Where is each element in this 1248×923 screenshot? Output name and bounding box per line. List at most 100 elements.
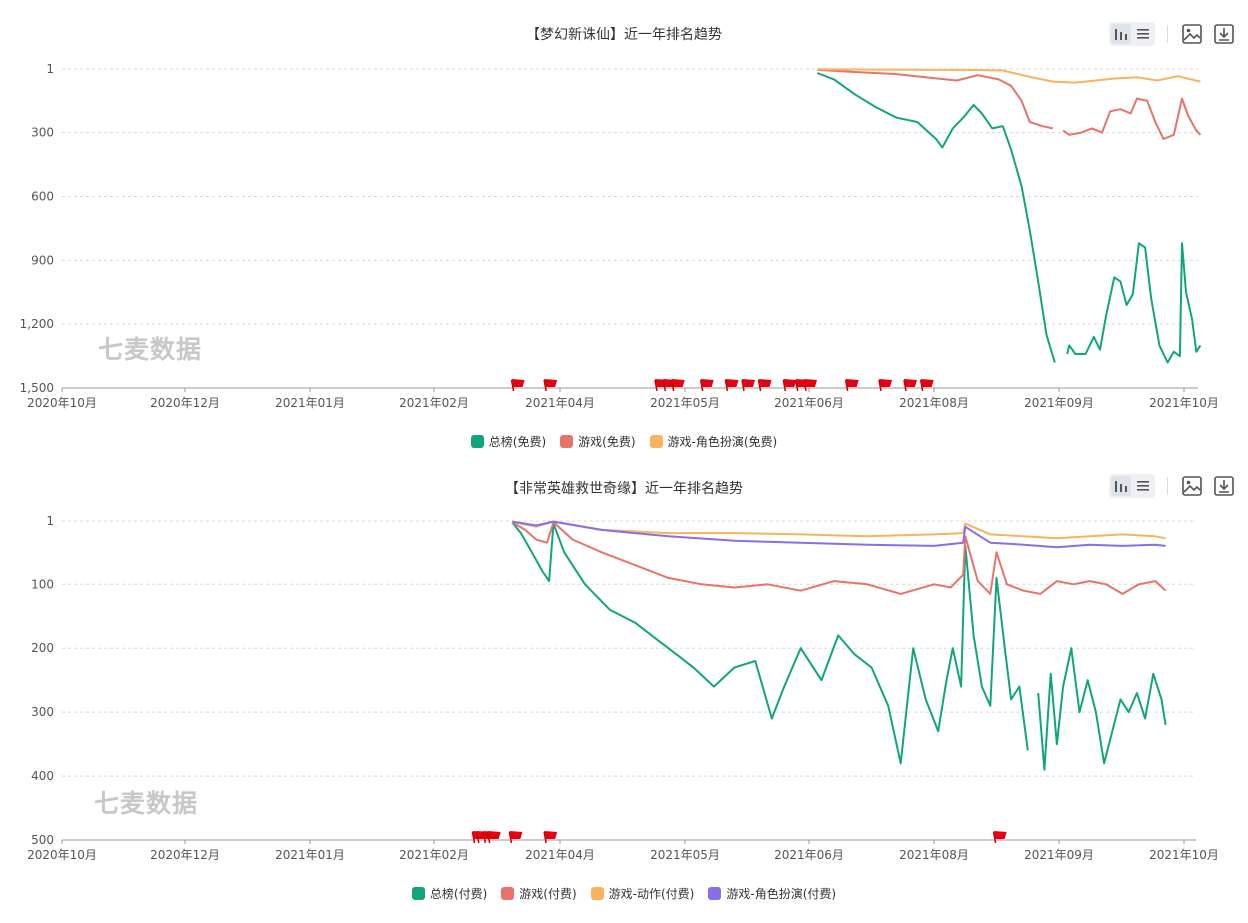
x-tick-label: 2021年08月: [899, 848, 969, 862]
list-icon[interactable]: [1133, 24, 1153, 44]
series-line-2[interactable]: [817, 68, 1201, 84]
legend-swatch: [470, 435, 484, 448]
event-flag-icon[interactable]: [803, 379, 817, 392]
image-icon[interactable]: [1180, 22, 1204, 46]
event-flag-icon[interactable]: [543, 379, 558, 392]
y-tick-label: 300: [31, 705, 54, 719]
y-tick-label: 500: [31, 833, 54, 847]
download-icon[interactable]: [1212, 474, 1236, 498]
x-tick-label: 2021年10月: [1149, 396, 1219, 410]
y-tick-label: 1,200: [20, 317, 54, 331]
series-line-3[interactable]: [512, 520, 1166, 549]
legend-item[interactable]: 总榜(付费): [411, 885, 488, 902]
x-tick-label: 2021年09月: [1024, 396, 1094, 410]
chart-toolbar: [1109, 22, 1236, 46]
legend-item[interactable]: 总榜(免费): [470, 433, 547, 450]
series-line-1[interactable]: [817, 68, 1202, 140]
series-line-0[interactable]: [816, 72, 1202, 364]
x-tick-label: 2021年09月: [1024, 848, 1094, 862]
event-flag-icon[interactable]: [543, 831, 558, 844]
chart-legend: 总榜(付费) 游戏(付费) 游戏-动作(付费) 游戏-角色扮演(付费): [0, 885, 1248, 902]
event-flag-icon[interactable]: [903, 379, 917, 392]
legend-label: 总榜(免费): [488, 435, 547, 449]
event-flag-icon[interactable]: [844, 379, 859, 392]
x-tick-label: 2021年04月: [525, 848, 595, 862]
event-flag-icon[interactable]: [670, 379, 685, 392]
x-tick-label: 2021年05月: [650, 848, 720, 862]
x-tick-label: 2021年06月: [774, 396, 844, 410]
chart-title: 【非常英雄救世奇缘】近一年排名趋势: [505, 481, 743, 497]
legend-swatch: [501, 887, 515, 900]
event-flag-icon[interactable]: [486, 831, 501, 844]
legend-label: 游戏(免费): [578, 435, 636, 449]
y-tick-label: 400: [31, 769, 54, 783]
y-tick-label: 100: [31, 577, 54, 591]
event-flag-icon[interactable]: [782, 379, 797, 392]
bar-chart-icon[interactable]: [1111, 24, 1131, 44]
y-tick-label: 1,500: [20, 381, 54, 395]
event-flag-icon[interactable]: [724, 379, 739, 392]
x-tick-label: 2021年06月: [774, 848, 844, 862]
event-flag-icon[interactable]: [510, 379, 525, 392]
chart-panel-1: 【梦幻新诛仙】近一年排名趋势 1 300 600 900 1,200 1,500 2020年…: [0, 0, 1248, 460]
legend-swatch: [560, 435, 574, 448]
legend-label: 游戏-角色扮演(付费): [726, 887, 837, 901]
series-line-1[interactable]: [511, 521, 1167, 595]
x-tick-label: 2021年02月: [399, 848, 469, 862]
chart-legend: 总榜(免费) 游戏(免费) 游戏-角色扮演(免费): [0, 433, 1248, 450]
y-tick-label: 1: [46, 514, 54, 528]
x-tick-label: 2021年01月: [275, 848, 345, 862]
view-toggle: [1109, 22, 1155, 46]
download-icon[interactable]: [1212, 22, 1236, 46]
bar-chart-icon[interactable]: [1111, 476, 1131, 496]
watermark: 七麦数据: [94, 789, 199, 818]
chart-title: 【梦幻新诛仙】近一年排名趋势: [526, 27, 722, 43]
x-tick-label: 2021年01月: [275, 396, 345, 410]
x-tick-label: 2020年10月: [27, 396, 97, 410]
y-tick-label: 300: [31, 126, 54, 140]
event-flag-icon[interactable]: [741, 379, 755, 392]
y-tick-label: 200: [31, 641, 54, 655]
toolbar-divider: [1167, 25, 1168, 43]
x-tick-label: 2020年12月: [150, 396, 220, 410]
legend-item[interactable]: 游戏-动作(付费): [590, 885, 695, 902]
event-flag-icon[interactable]: [919, 379, 934, 392]
x-tick-label: 2021年10月: [1149, 848, 1219, 862]
x-tick-label: 2021年04月: [525, 396, 595, 410]
x-tick-label: 2020年10月: [27, 848, 97, 862]
series-line-0[interactable]: [511, 521, 1167, 771]
legend-label: 游戏-动作(付费): [608, 887, 695, 901]
view-toggle: [1109, 474, 1155, 498]
x-tick-label: 2021年02月: [399, 396, 469, 410]
x-tick-label: 2021年05月: [650, 396, 720, 410]
legend-item[interactable]: 游戏(免费): [560, 433, 636, 450]
watermark: 七麦数据: [98, 335, 203, 364]
x-tick-label: 2021年08月: [899, 396, 969, 410]
legend-swatch: [411, 887, 425, 900]
event-flag-icon[interactable]: [757, 379, 772, 392]
event-flag-icon[interactable]: [508, 831, 523, 844]
toolbar-divider: [1167, 477, 1168, 495]
y-tick-label: 600: [31, 189, 54, 203]
legend-swatch: [649, 435, 663, 448]
legend-item[interactable]: 游戏-角色扮演(付费): [708, 885, 836, 902]
x-tick-label: 2020年12月: [150, 848, 220, 862]
legend-label: 游戏(付费): [519, 887, 577, 901]
event-flag-icon[interactable]: [992, 831, 1007, 844]
legend-item[interactable]: 游戏(付费): [501, 885, 577, 902]
y-tick-label: 1: [46, 62, 54, 76]
image-icon[interactable]: [1180, 474, 1204, 498]
legend-label: 总榜(付费): [429, 887, 488, 901]
chart-panel-2: 【非常英雄救世奇缘】近一年排名趋势 1 100 200 300 400 500 2020年1…: [0, 462, 1248, 923]
legend-swatch: [708, 887, 722, 900]
legend-label: 游戏-角色扮演(免费): [667, 435, 778, 449]
chart-toolbar: [1109, 474, 1236, 498]
event-flag-icon[interactable]: [699, 379, 714, 392]
y-tick-label: 900: [31, 253, 54, 267]
list-icon[interactable]: [1133, 476, 1153, 496]
event-flag-icon[interactable]: [878, 379, 892, 392]
legend-item[interactable]: 游戏-角色扮演(免费): [649, 433, 778, 450]
legend-swatch: [590, 887, 604, 900]
